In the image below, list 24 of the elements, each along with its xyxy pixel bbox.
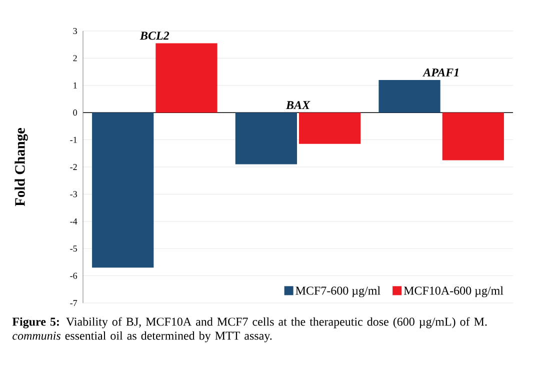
- bar: [156, 43, 218, 113]
- y-tick-label: 1: [74, 82, 77, 88]
- y-tick-label: -5: [70, 246, 77, 252]
- bar: [378, 80, 440, 113]
- bar: [442, 112, 504, 160]
- x-tick-label: BAX: [286, 101, 310, 110]
- y-tick-label: -6: [70, 272, 78, 279]
- bar: [299, 112, 361, 144]
- x-tick-label: APAF1: [422, 68, 458, 76]
- legend-label: MCF10A-600 µg/ml: [404, 286, 504, 298]
- y-tick-label: -7: [70, 300, 78, 306]
- y-tick-label: 2: [73, 55, 77, 62]
- text: Figure 5: Viability of BJ, MCF10A and MCF7 cells at the therapeutic dose (600 µg/mL) of M. communis essential oil as determined by MTT assay.: [12, 317, 487, 342]
- y-tick-label: -4: [70, 218, 78, 224]
- y-tick-label: -2: [70, 164, 77, 170]
- legend-label: MCF7-600 µg/ml: [296, 286, 380, 298]
- y-tick-label: 3: [73, 28, 77, 34]
- y-tick-label: 0: [73, 110, 77, 116]
- y-axis-title: Fold Change: [14, 128, 28, 206]
- y-tick-label: -1: [70, 136, 77, 143]
- y-tick-label: -3: [70, 191, 77, 198]
- x-tick-label: BCL2: [140, 32, 170, 40]
- bar: [235, 112, 297, 164]
- bar: [92, 112, 154, 268]
